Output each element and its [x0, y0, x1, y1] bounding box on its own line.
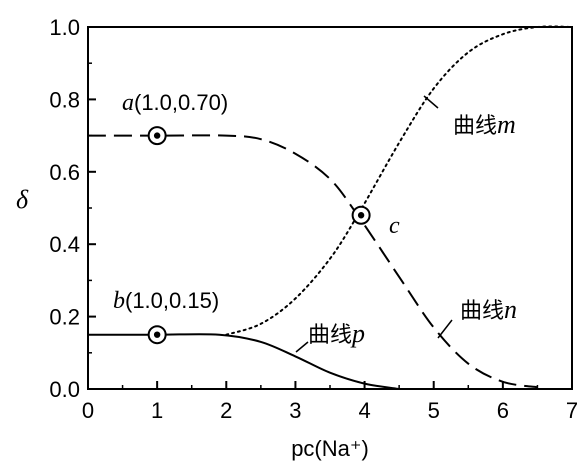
series-line-undefined1 — [88, 134, 538, 389]
x-tick-label-2: 2 — [220, 398, 232, 423]
point-b-annotation: b(1.0,0.15) — [113, 288, 219, 314]
point-a-marker-dot — [153, 132, 161, 139]
y-tick-label-1: 0.2 — [49, 305, 80, 330]
y-tick-label-5: 1.0 — [49, 15, 80, 40]
x-axis-label: pc(Na⁺) — [291, 436, 369, 461]
y-tick-label-3: 0.6 — [49, 160, 80, 185]
x-tick-label-3: 3 — [289, 398, 301, 423]
x-tick-label-1: 1 — [151, 398, 163, 423]
x-tick-label-6: 6 — [497, 398, 509, 423]
curve-m-label: 曲线m — [453, 110, 516, 139]
x-tick-label-0: 0 — [82, 398, 94, 423]
markers-group — [147, 126, 371, 345]
point-a-letter: a — [122, 90, 134, 116]
curve-p-leader — [295, 341, 309, 353]
curve-n-label: 曲线n — [460, 295, 517, 324]
series-line-undefined0 — [225, 25, 573, 336]
x-tick-label-4: 4 — [358, 398, 370, 423]
y-tick-label-2: 0.4 — [49, 232, 80, 257]
curve-m-prefix: 曲线 — [453, 114, 497, 139]
point-a-coords: (1.0,0.70) — [134, 90, 228, 115]
curve-p-letter: p — [350, 319, 365, 348]
curve-n-prefix: 曲线 — [460, 299, 504, 324]
y-axis-label: δ — [16, 185, 29, 214]
curve-n-leader — [437, 319, 453, 339]
point-b-letter: b — [113, 288, 125, 314]
curve-n-letter: n — [504, 295, 517, 324]
ticks: 0 1 2 3 4 5 6 7 0.0 0.2 0.4 0.6 0.8 1.0 — [49, 15, 578, 423]
curve-m-letter: m — [497, 110, 516, 139]
point-c-label: c — [389, 213, 400, 239]
point-a-annotation: a(1.0,0.70) — [122, 90, 228, 116]
y-tick-label-4: 0.8 — [49, 87, 80, 112]
curve-p-prefix: 曲线 — [308, 323, 352, 348]
x-tick-label-5: 5 — [428, 398, 440, 423]
point-b-coords: (1.0,0.15) — [125, 288, 219, 313]
point-c-marker-dot — [357, 212, 365, 219]
y-tick-label-0: 0.0 — [49, 377, 80, 402]
x-tick-label-7: 7 — [566, 398, 578, 423]
point-b-marker-dot — [153, 331, 161, 338]
curve-m-leader — [423, 95, 439, 109]
curve-p-label: 曲线p — [308, 319, 365, 348]
